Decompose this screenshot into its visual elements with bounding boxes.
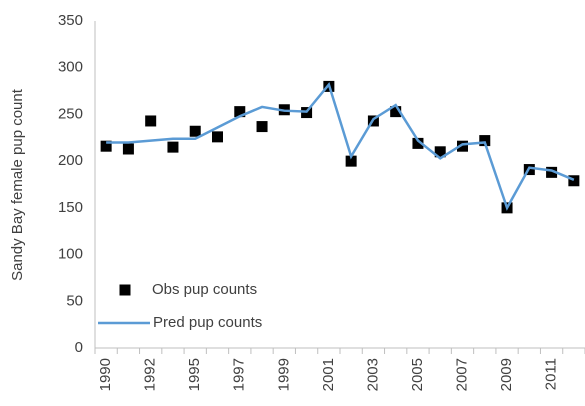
x-tick-label: 2005 [409, 358, 426, 391]
marker [568, 175, 580, 187]
marker [345, 155, 357, 167]
line [106, 81, 575, 211]
x-tick-label: 1992 [142, 358, 159, 391]
y-tick-label: 100 [58, 246, 83, 263]
marker [189, 125, 201, 137]
marker [234, 106, 246, 118]
marker [546, 166, 558, 178]
y-tick-label: 150 [58, 199, 83, 216]
x-tick-label: 1995 [186, 358, 203, 391]
marker [457, 140, 468, 152]
marker [100, 140, 112, 152]
marker [434, 146, 446, 158]
y-tick-label: 350 [58, 12, 83, 29]
marker [412, 137, 424, 149]
x-tick-label: 2007 [453, 358, 470, 391]
x-tick-label: 2001 [320, 358, 337, 391]
y-tick-label: 200 [58, 152, 83, 169]
y-axis-title: Sandy Bay female pup count [9, 88, 26, 281]
marker [167, 141, 179, 153]
marker [122, 143, 134, 155]
marker [145, 115, 157, 127]
y-tick-label: 300 [58, 59, 83, 76]
x-tick-label: 1990 [97, 358, 114, 391]
y-tick-label: 0 [75, 339, 83, 356]
x-tick-label: 1997 [231, 358, 248, 391]
y-tick-label: 50 [66, 292, 83, 309]
x-tick-label: 2011 [543, 358, 560, 390]
x-tick-label: 1999 [275, 358, 292, 391]
marker [212, 131, 223, 143]
x-tick-label: 2009 [498, 358, 515, 391]
marker [479, 135, 491, 147]
legend-label: Obs pup counts [152, 281, 257, 298]
legend-marker [119, 284, 131, 296]
marker [390, 106, 402, 118]
legend-label: Pred pup counts [153, 314, 262, 331]
x-tick-label: 2003 [364, 358, 381, 391]
y-tick-label: 250 [58, 105, 83, 122]
marker [256, 121, 268, 133]
